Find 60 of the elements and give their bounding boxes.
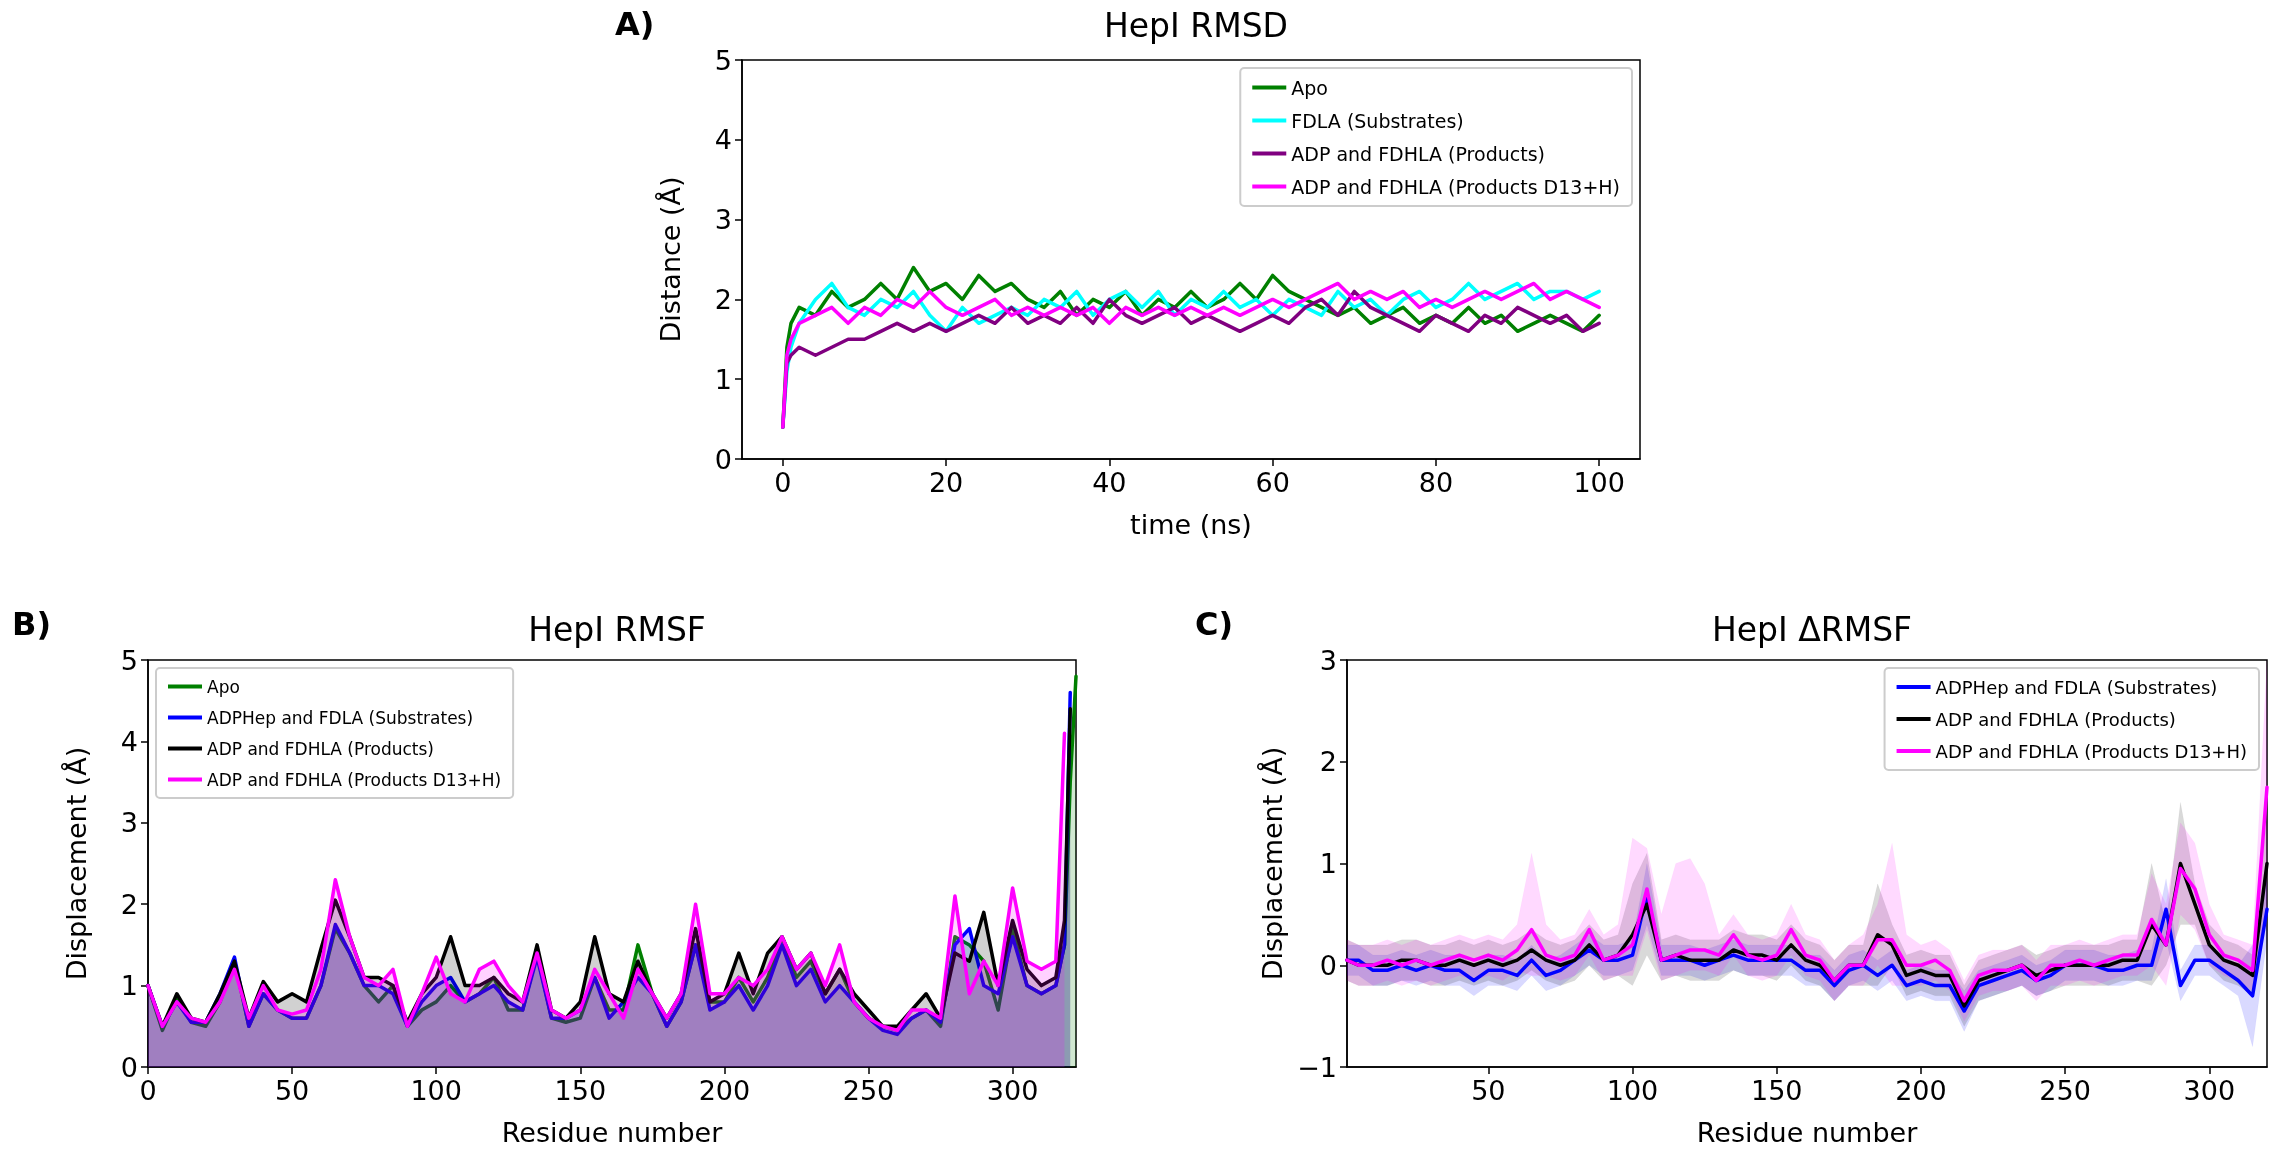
x-tick-label: 60: [1255, 467, 1290, 498]
x-tick-label: 200: [1895, 1075, 1947, 1106]
x-tick-label: 20: [928, 467, 964, 498]
legend-label: ADP and FDHLA (Products D13+H): [1935, 740, 2248, 762]
legend-label: ADPHep and FDLA (Substrates): [1935, 676, 2218, 698]
chart-title: HepI RMSD: [1103, 6, 1289, 45]
legend-label: ADP and FDHLA (Products): [1291, 142, 1545, 165]
x-tick-label: 100: [1573, 467, 1625, 498]
y-tick-label: 3: [120, 807, 138, 839]
legend-label: Apo: [1291, 76, 1328, 99]
line-series: [1345, 785, 2269, 1003]
x-tick-label: 0: [774, 467, 792, 498]
text: A): [615, 5, 655, 43]
y-tick-label: 3: [714, 204, 732, 236]
x-tick-label: 200: [698, 1075, 751, 1106]
legend-label: Apo: [207, 676, 240, 697]
y-tick-label: 1: [1319, 848, 1337, 879]
legend-label: ADP and FDHLA (Products D13+H): [1291, 175, 1620, 198]
y-tick-label: 0: [714, 443, 732, 475]
legend-label: ADPHep and FDLA (Substrates): [207, 707, 474, 728]
legend-label: ADP and FDHLA (Products): [1935, 708, 2176, 730]
y-tick-label: 4: [714, 124, 732, 156]
y-tick-label: 0: [120, 1051, 138, 1083]
y-axis-title: Displacement (Å): [1257, 746, 1289, 981]
legend-label: ADP and FDHLA (Products D13+H): [207, 769, 502, 790]
x-tick-label: 100: [1606, 1075, 1659, 1106]
text: B): [12, 605, 52, 643]
x-tick-label: 150: [1750, 1075, 1803, 1106]
legend-label: FDLA (Substrates): [1291, 109, 1464, 132]
x-tick-label: 50: [1471, 1075, 1506, 1106]
text: C): [1195, 605, 1234, 643]
x-tick-label: 250: [842, 1075, 895, 1106]
x-axis-title: Residue number: [1696, 1117, 1919, 1148]
y-tick-label: 3: [1319, 644, 1337, 676]
y-axis-title: Displacement (Å): [61, 746, 92, 981]
x-tick-label: 150: [554, 1075, 607, 1106]
x-tick-label: 250: [2039, 1075, 2091, 1106]
y-tick-label: −1: [1297, 1051, 1337, 1083]
x-axis-title: time (ns): [1130, 509, 1252, 540]
y-tick-label: 2: [120, 888, 138, 920]
x-tick-label: 100: [410, 1075, 462, 1106]
chart-title: HepI ΔRMSF: [1711, 610, 1913, 649]
y-tick-label: 5: [714, 44, 732, 76]
y-tick-label: 2: [714, 283, 732, 315]
y-tick-label: 1: [120, 970, 138, 1002]
x-tick-label: 0: [139, 1075, 157, 1106]
y-tick-label: 4: [120, 725, 138, 757]
legend-label: ADP and FDHLA (Products): [207, 738, 434, 759]
x-tick-label: 80: [1418, 467, 1454, 498]
x-tick-label: 40: [1092, 467, 1127, 498]
y-tick-label: 5: [120, 644, 138, 676]
x-tick-label: 300: [986, 1075, 1039, 1106]
chart-title: HepI RMSF: [528, 610, 706, 649]
y-tick-label: 1: [714, 363, 732, 395]
y-tick-label: 0: [1319, 949, 1337, 981]
x-tick-label: 50: [274, 1075, 310, 1106]
y-axis-title: Distance (Å): [655, 176, 686, 343]
y-tick-label: 2: [1319, 746, 1337, 778]
x-tick-label: 300: [2183, 1075, 2236, 1106]
x-axis-title: Residue number: [501, 1117, 724, 1148]
